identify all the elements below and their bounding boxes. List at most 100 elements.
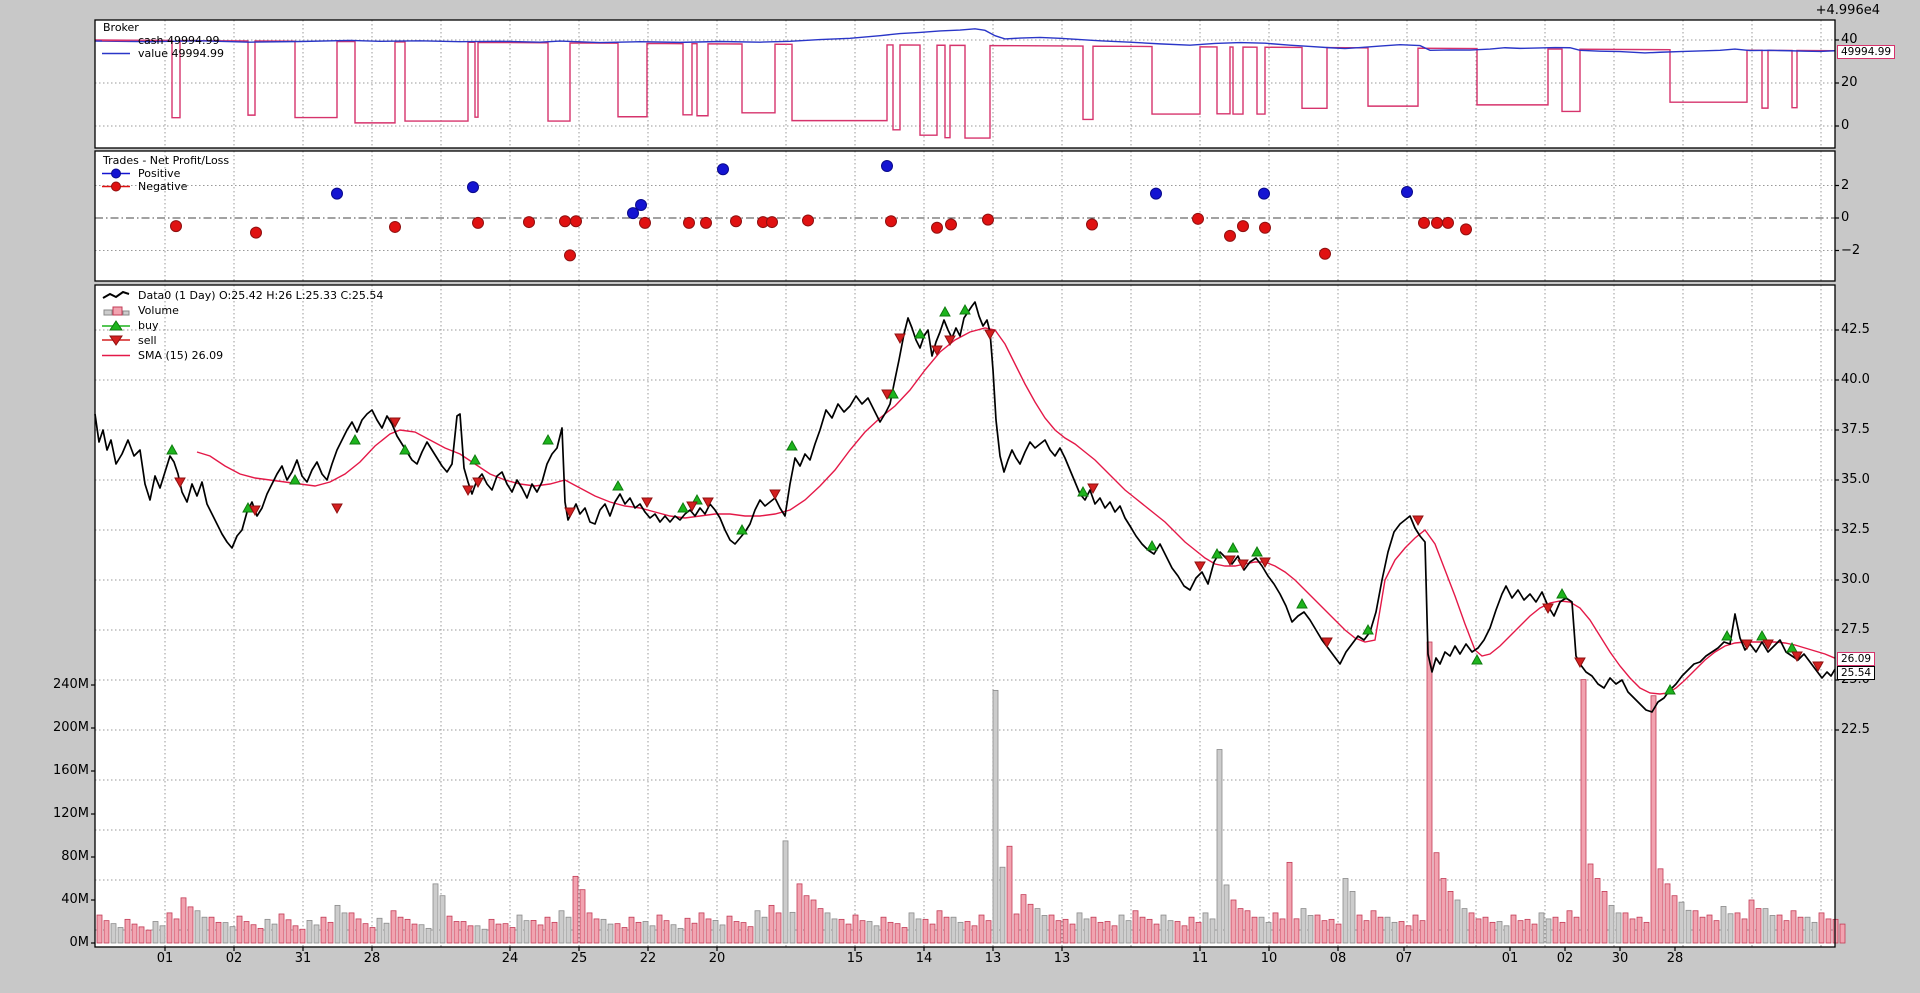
volume-bar (1636, 916, 1643, 944)
x-tick-label: 22 (639, 951, 657, 966)
buy-marker (1556, 587, 1568, 599)
volume-bar (1650, 695, 1657, 944)
volume-bar (1797, 916, 1804, 944)
volume-bar (138, 926, 145, 944)
volume-bar (1489, 921, 1496, 944)
sell-marker (1741, 639, 1753, 651)
volume-bar (327, 921, 334, 944)
volume-bar (425, 927, 432, 944)
broker-y-tick-label: 20 (1841, 75, 1858, 90)
volume-bar (817, 908, 824, 944)
volume-bar (656, 914, 663, 944)
volume-bar (1314, 914, 1321, 944)
volume-bar (628, 916, 635, 944)
volume-bar (257, 927, 264, 944)
volume-bar (586, 912, 593, 944)
volume-bar (1083, 918, 1090, 944)
sell-marker (1237, 559, 1249, 571)
volume-bar (1286, 861, 1293, 944)
negative-dot (730, 215, 742, 228)
volume-bar (1209, 918, 1216, 944)
sell-marker (931, 345, 943, 357)
volume-bar (236, 915, 243, 944)
negative-dot (1460, 223, 1472, 236)
volume-bar (712, 920, 719, 944)
panel-border (94, 150, 1836, 282)
volume-bar (544, 916, 551, 944)
volume-bar (551, 921, 558, 944)
volume-bar (1629, 918, 1636, 944)
volume-bar (306, 920, 313, 944)
volume-bar (1734, 912, 1741, 944)
volume-bar (747, 926, 754, 944)
volume-bar (1643, 921, 1650, 944)
volume-bar (1496, 921, 1503, 944)
volume-bar (1272, 912, 1279, 944)
price-panel-background (95, 285, 1835, 947)
volume-bar (523, 920, 530, 944)
buy-marker (1296, 597, 1308, 609)
volume-bar (299, 928, 306, 944)
volume-bar (1062, 918, 1069, 944)
volume-bar (698, 912, 705, 944)
volume-bar (215, 921, 222, 944)
volume-bar (649, 925, 656, 944)
legend-label: value 49994.99 (138, 47, 225, 60)
volume-bar (670, 924, 677, 944)
negative-dot (1224, 229, 1236, 242)
negative-dot-icon (101, 181, 131, 192)
buy-marker (289, 473, 301, 485)
volume-bar (1405, 925, 1412, 944)
sell-marker (389, 417, 401, 429)
panel-border (94, 284, 1836, 948)
volume-bar (859, 920, 866, 944)
sell-marker (641, 497, 653, 509)
positive-dot (467, 181, 479, 194)
volume-bar (719, 924, 726, 944)
volume-bar (467, 925, 474, 944)
volume-bars (96, 641, 1846, 944)
negative-dot (639, 216, 651, 229)
volume-bar (1594, 878, 1601, 944)
buy-marker (959, 303, 971, 315)
volume-bar (1153, 923, 1160, 944)
volume-bar (1804, 916, 1811, 944)
volume-bar (1356, 914, 1363, 944)
buy-marker (1251, 545, 1263, 557)
negative-dot (1319, 247, 1331, 260)
sell-marker (686, 501, 698, 513)
volume-bar (803, 895, 810, 944)
legend-item-sma: SMA (15) 26.09 (101, 348, 383, 363)
volume-bar (635, 921, 642, 944)
volume-bar (1041, 915, 1048, 944)
negative-dot (1442, 216, 1454, 229)
x-tick-label: 01 (156, 951, 174, 966)
volume-bar (1699, 916, 1706, 944)
volume-bar (1706, 914, 1713, 944)
sell-marker (1412, 515, 1424, 527)
sell-marker (1194, 561, 1206, 573)
volume-bar (1524, 918, 1531, 944)
price-y-tick-label: 32.5 (1841, 522, 1870, 537)
buy-marker (1362, 623, 1374, 635)
buy-marker (166, 443, 178, 455)
panel-border (94, 19, 1836, 149)
negative-dot (170, 220, 182, 233)
sell-marker (881, 389, 893, 401)
negative-dot (1086, 218, 1098, 231)
volume-bar (278, 913, 285, 944)
volume-y-tick-label: 0M (69, 935, 90, 950)
broker-title: Broker (103, 21, 139, 34)
volume-bar (908, 912, 915, 944)
volume-bar (922, 918, 929, 944)
volume-bar (1321, 920, 1328, 944)
volume-bar (362, 923, 369, 944)
volume-bar (1349, 891, 1356, 944)
price-y-tick-label: 30.0 (1841, 572, 1870, 587)
sell-marker (702, 497, 714, 509)
volume-bars-icon (101, 305, 131, 316)
sma-line (196, 327, 1836, 695)
volume-bar (1020, 894, 1027, 944)
volume-bar (1783, 920, 1790, 944)
